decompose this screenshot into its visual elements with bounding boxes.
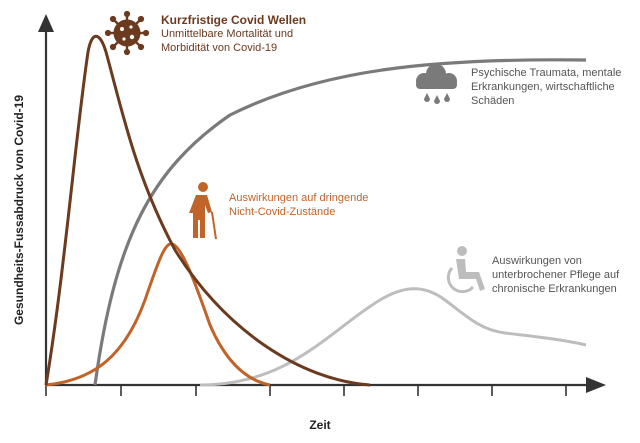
x-ticks xyxy=(45,385,567,396)
virus-icon xyxy=(104,10,150,56)
rain-cloud-icon xyxy=(416,64,457,104)
annotation-psych-line2: Erkrankungen, wirtschaftliche xyxy=(471,81,615,93)
annotation-covid-line2: Morbidität von Covid-19 xyxy=(161,42,278,54)
annotation-chronic: Auswirkungen von unterbrochener Pflege a… xyxy=(492,254,619,296)
annotation-chronic-line3: chronische Erkrankungen xyxy=(492,283,617,295)
x-axis-arrow xyxy=(586,377,606,393)
y-axis-label: Gesundheits-Fussabdruck von Covid-19 xyxy=(12,94,26,326)
annotation-covid-title: Kurzfristige Covid Wellen xyxy=(161,13,307,27)
curve-psychological xyxy=(93,58,587,386)
curve-urgent-non-covid xyxy=(45,242,271,387)
annotation-urgent: Auswirkungen auf dringende Nicht-Covid-Z… xyxy=(229,191,368,219)
annotation-psych-line1: Psychische Traumata, mentale xyxy=(471,67,622,79)
annotation-covid: Kurzfristige Covid Wellen Unmittelbare M… xyxy=(161,13,306,55)
annotation-chronic-line1: Auswirkungen von xyxy=(492,255,582,267)
annotation-chronic-line2: unterbrochener Pflege auf xyxy=(492,269,620,281)
y-axis-label-container: Gesundheits-Fussabdruck von Covid-19 xyxy=(4,60,34,360)
annotation-urgent-line1: Auswirkungen auf dringende xyxy=(229,192,369,204)
curve-chronic-care xyxy=(199,287,587,387)
annotation-psych: Psychische Traumata, mentale Erkrankunge… xyxy=(471,66,621,108)
elderly-person-icon xyxy=(189,182,217,240)
curve-covid-waves xyxy=(44,34,371,387)
wheelchair-icon xyxy=(446,246,485,294)
x-axis-label: Zeit xyxy=(309,418,331,432)
annotation-psych-line3: Schäden xyxy=(471,95,515,107)
annotation-covid-line1: Unmittelbare Mortalität und xyxy=(161,28,294,40)
annotation-urgent-line2: Nicht-Covid-Zustände xyxy=(229,206,336,218)
axes xyxy=(38,14,606,396)
y-axis-arrow xyxy=(38,14,54,32)
